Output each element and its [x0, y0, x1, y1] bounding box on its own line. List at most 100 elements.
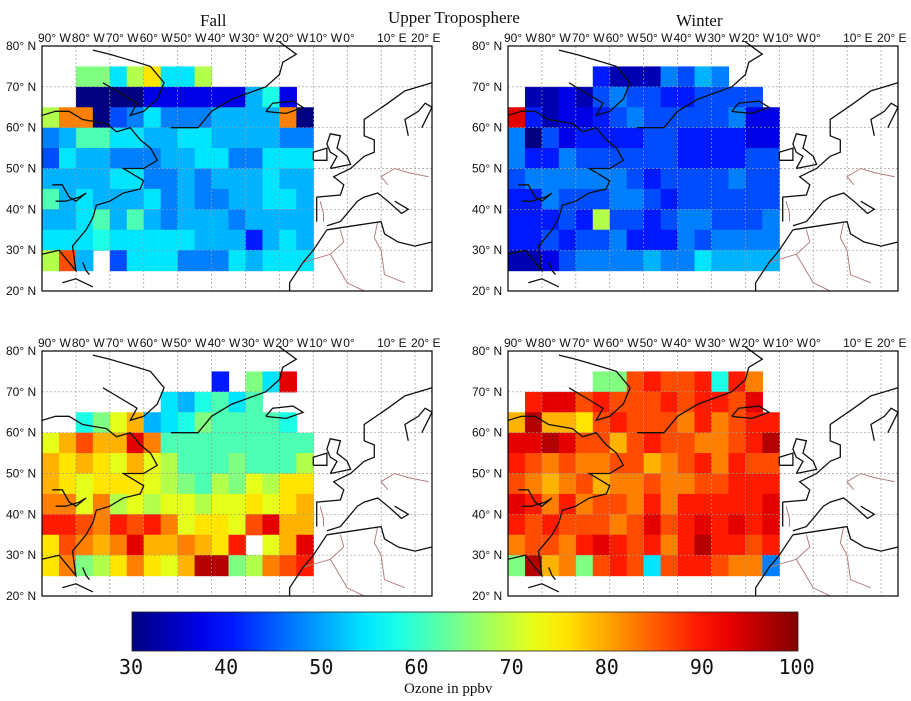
- heatmap-cell: [143, 168, 162, 190]
- heatmap-cell: [126, 229, 145, 251]
- lat-tick-label: 50° N: [6, 467, 36, 481]
- heatmap-cell: [109, 432, 128, 454]
- country-border: [785, 506, 790, 527]
- heatmap-cell: [109, 127, 128, 149]
- coastline: [792, 133, 818, 170]
- coastline: [62, 583, 94, 593]
- lon-tick-label: 50° W: [640, 336, 673, 350]
- coastline: [782, 82, 899, 222]
- lon-tick-label: 80° W: [72, 31, 105, 45]
- heatmap-cell: [126, 555, 145, 577]
- coastline: [792, 525, 899, 552]
- heatmap-cell: [508, 148, 526, 170]
- heatmap-cell: [711, 412, 730, 434]
- heatmap-cell: [694, 250, 713, 272]
- lat-tick-label: 20° N: [472, 589, 502, 600]
- heatmap-cell: [126, 514, 145, 536]
- heatmap-cell: [643, 250, 662, 272]
- heatmap-cell: [524, 514, 543, 536]
- heatmap-cell: [677, 148, 696, 170]
- heatmap-cell: [626, 168, 645, 190]
- heatmap-cell: [58, 534, 77, 556]
- heatmap-cell: [626, 412, 645, 434]
- heatmap-cell: [296, 473, 314, 495]
- heatmap-cell: [109, 86, 128, 108]
- lon-tick-label: 10° E: [377, 336, 406, 350]
- heatmap-cell: [541, 432, 560, 454]
- heatmap-cell: [575, 514, 594, 536]
- heatmap-cell: [762, 453, 780, 475]
- country-border: [839, 526, 872, 589]
- heatmap-cell: [609, 432, 628, 454]
- heatmap-cell: [592, 66, 611, 88]
- heatmap-cell: [143, 86, 162, 108]
- heatmap-cell: [643, 412, 662, 434]
- heatmap-cell: [694, 229, 713, 251]
- coastline: [170, 346, 298, 434]
- heatmap-cell: [643, 209, 662, 231]
- heatmap-cell: [279, 209, 297, 231]
- coastline: [52, 489, 87, 507]
- lat-tick-label: 50° N: [472, 162, 502, 176]
- heatmap-cell: [279, 473, 297, 495]
- heatmap-cell: [541, 453, 560, 475]
- heatmap-cell: [609, 473, 628, 495]
- heatmap-cell: [541, 107, 560, 129]
- coastline: [792, 192, 876, 227]
- heatmap-cell: [92, 555, 111, 577]
- heatmap-cell: [677, 107, 696, 129]
- heatmap-cell: [626, 493, 645, 515]
- heatmap-cell: [643, 473, 662, 495]
- heatmap-cell: [592, 432, 611, 454]
- heatmap-cell: [626, 188, 645, 210]
- heatmap-cell: [42, 534, 60, 556]
- heatmap-cell: [228, 107, 247, 129]
- coastline: [528, 583, 560, 593]
- heatmap-cell: [660, 514, 679, 536]
- heatmap-cell: [262, 473, 280, 495]
- heatmap-cell: [626, 86, 645, 108]
- heatmap-cell: [58, 209, 77, 231]
- heatmap-cell: [660, 432, 679, 454]
- heatmap-cell: [58, 473, 77, 495]
- coastline: [792, 497, 876, 532]
- heatmap-cell: [296, 188, 314, 210]
- lon-tick-label: 20° W: [741, 336, 774, 350]
- heatmap-cell: [194, 148, 213, 170]
- heatmap-cell: [575, 250, 594, 272]
- heatmap-cell: [92, 453, 111, 475]
- heatmap-cell: [279, 148, 297, 170]
- heatmap-cell: [609, 555, 628, 577]
- heatmap-cell: [262, 493, 280, 515]
- lon-tick-label: 30° W: [241, 31, 274, 45]
- heatmap-cell: [609, 168, 628, 190]
- heatmap-cell: [694, 168, 713, 190]
- lat-tick-label: 20° N: [6, 589, 36, 600]
- heatmap-cell: [541, 250, 560, 272]
- heatmap-cell: [762, 514, 780, 536]
- coastline: [312, 147, 328, 161]
- heatmap-cell: [508, 412, 526, 434]
- country-border: [380, 472, 429, 491]
- lon-tick-label: 70° W: [572, 31, 605, 45]
- heatmap-cell: [143, 188, 162, 210]
- heatmap-cell: [626, 534, 645, 556]
- heatmap-cell: [211, 514, 230, 536]
- lat-tick-label: 40° N: [472, 202, 502, 216]
- colorbar-tick-label: 80: [594, 655, 619, 679]
- heatmap-cell: [694, 412, 713, 434]
- heatmap-cell: [92, 86, 111, 108]
- heatmap-cell: [609, 371, 628, 393]
- coastline: [792, 438, 818, 475]
- heatmap-cell: [211, 534, 230, 556]
- map-frame: [41, 45, 433, 292]
- heatmap-cell: [524, 391, 543, 413]
- heatmap-cell: [677, 127, 696, 149]
- heatmap-cell: [626, 107, 645, 129]
- heatmap-cell: [211, 127, 230, 149]
- heatmap-cell: [592, 148, 611, 170]
- heatmap-cell: [143, 493, 162, 515]
- coastline: [326, 220, 433, 247]
- coastline: [778, 147, 794, 161]
- heatmap-cell: [160, 534, 179, 556]
